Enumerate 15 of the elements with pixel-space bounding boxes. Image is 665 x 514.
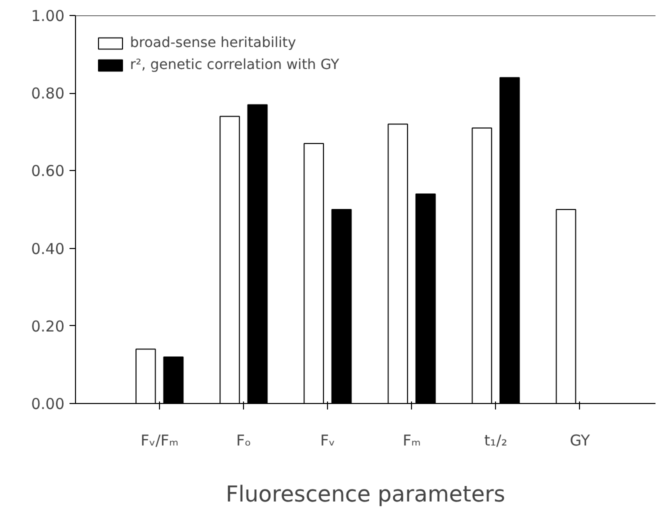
x-tick-label: Fᵥ/Fₘ — [140, 432, 179, 450]
x-tick-label: t₁/₂ — [484, 432, 508, 450]
x-axis-title: Fluorescence parameters — [226, 482, 506, 508]
y-tick-label: 1.00 — [31, 7, 65, 25]
y-tick-label: 0.00 — [31, 395, 65, 413]
y-tick-label: 0.20 — [31, 317, 65, 336]
y-tick-label: 0.40 — [31, 240, 65, 258]
x-tick-label: Fᵥ — [320, 432, 336, 450]
legend-label: broad-sense heritability — [130, 35, 296, 51]
legend-label: r², genetic correlation with GY — [130, 57, 340, 73]
x-tick-label: Fₘ — [402, 432, 421, 450]
x-tick-label: Fₒ — [236, 432, 252, 450]
y-tick-label: 0.60 — [31, 162, 65, 180]
x-tick-label: GY — [570, 432, 591, 450]
y-tick-label: 0.80 — [31, 84, 65, 103]
